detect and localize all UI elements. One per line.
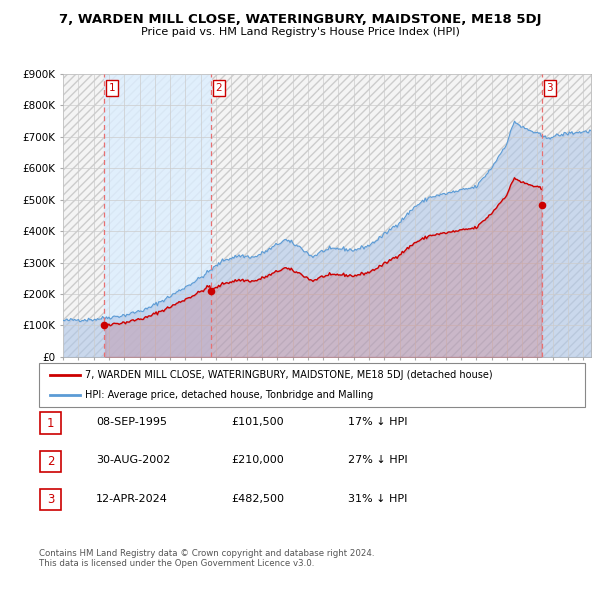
Text: 30-AUG-2002: 30-AUG-2002 (96, 455, 170, 465)
Text: Contains HM Land Registry data © Crown copyright and database right 2024.: Contains HM Land Registry data © Crown c… (39, 549, 374, 558)
Text: 3: 3 (547, 83, 553, 93)
Text: 17% ↓ HPI: 17% ↓ HPI (348, 417, 407, 427)
Text: £210,000: £210,000 (231, 455, 284, 465)
Text: HPI: Average price, detached house, Tonbridge and Malling: HPI: Average price, detached house, Tonb… (85, 390, 374, 400)
Text: 08-SEP-1995: 08-SEP-1995 (96, 417, 167, 427)
Text: 12-APR-2024: 12-APR-2024 (96, 494, 168, 503)
Text: 2: 2 (215, 83, 222, 93)
Text: 27% ↓ HPI: 27% ↓ HPI (348, 455, 407, 465)
Text: 7, WARDEN MILL CLOSE, WATERINGBURY, MAIDSTONE, ME18 5DJ (detached house): 7, WARDEN MILL CLOSE, WATERINGBURY, MAID… (85, 370, 493, 380)
Text: This data is licensed under the Open Government Licence v3.0.: This data is licensed under the Open Gov… (39, 559, 314, 568)
Text: 31% ↓ HPI: 31% ↓ HPI (348, 494, 407, 503)
Bar (104, 74, 211, 357)
Text: 2: 2 (47, 455, 54, 468)
Text: £482,500: £482,500 (231, 494, 284, 503)
Text: 3: 3 (47, 493, 54, 506)
Text: 1: 1 (109, 83, 115, 93)
Text: £101,500: £101,500 (231, 417, 284, 427)
Text: 1: 1 (47, 417, 54, 430)
Text: 7, WARDEN MILL CLOSE, WATERINGBURY, MAIDSTONE, ME18 5DJ: 7, WARDEN MILL CLOSE, WATERINGBURY, MAID… (59, 13, 541, 26)
Text: Price paid vs. HM Land Registry's House Price Index (HPI): Price paid vs. HM Land Registry's House … (140, 27, 460, 37)
